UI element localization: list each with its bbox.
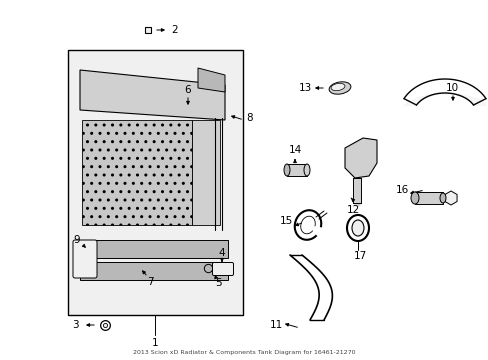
Text: 6: 6 bbox=[184, 85, 191, 95]
Bar bbox=[192, 120, 220, 225]
Text: 5: 5 bbox=[214, 278, 221, 288]
Text: 17: 17 bbox=[353, 251, 366, 261]
Text: 2013 Scion xD Radiator & Components Tank Diagram for 16461-21270: 2013 Scion xD Radiator & Components Tank… bbox=[133, 350, 355, 355]
Text: 15: 15 bbox=[279, 216, 292, 226]
Text: 16: 16 bbox=[395, 185, 408, 195]
Bar bbox=[80, 240, 227, 258]
Text: 7: 7 bbox=[146, 277, 153, 287]
Ellipse shape bbox=[351, 220, 363, 236]
Text: 2: 2 bbox=[171, 25, 178, 35]
Bar bbox=[80, 262, 227, 280]
Text: 1: 1 bbox=[151, 338, 158, 348]
FancyBboxPatch shape bbox=[73, 240, 97, 278]
Text: 13: 13 bbox=[298, 83, 311, 93]
Text: 8: 8 bbox=[246, 113, 253, 123]
Text: 3: 3 bbox=[72, 320, 78, 330]
Text: 9: 9 bbox=[74, 235, 80, 245]
Polygon shape bbox=[80, 70, 224, 120]
Text: 14: 14 bbox=[288, 145, 301, 155]
Ellipse shape bbox=[284, 164, 289, 176]
Ellipse shape bbox=[410, 192, 418, 204]
Polygon shape bbox=[198, 68, 224, 92]
Bar bbox=[286, 164, 306, 176]
Polygon shape bbox=[345, 138, 376, 178]
Text: 11: 11 bbox=[269, 320, 282, 330]
Text: 12: 12 bbox=[346, 205, 359, 215]
Text: 4: 4 bbox=[218, 248, 225, 258]
Ellipse shape bbox=[330, 84, 344, 91]
Ellipse shape bbox=[328, 82, 350, 94]
Bar bbox=[68, 50, 243, 315]
Ellipse shape bbox=[304, 164, 309, 176]
Bar bbox=[414, 192, 442, 204]
Text: 10: 10 bbox=[445, 83, 458, 93]
Ellipse shape bbox=[439, 193, 445, 203]
Ellipse shape bbox=[346, 215, 368, 241]
Bar bbox=[82, 120, 192, 225]
FancyBboxPatch shape bbox=[212, 262, 233, 275]
